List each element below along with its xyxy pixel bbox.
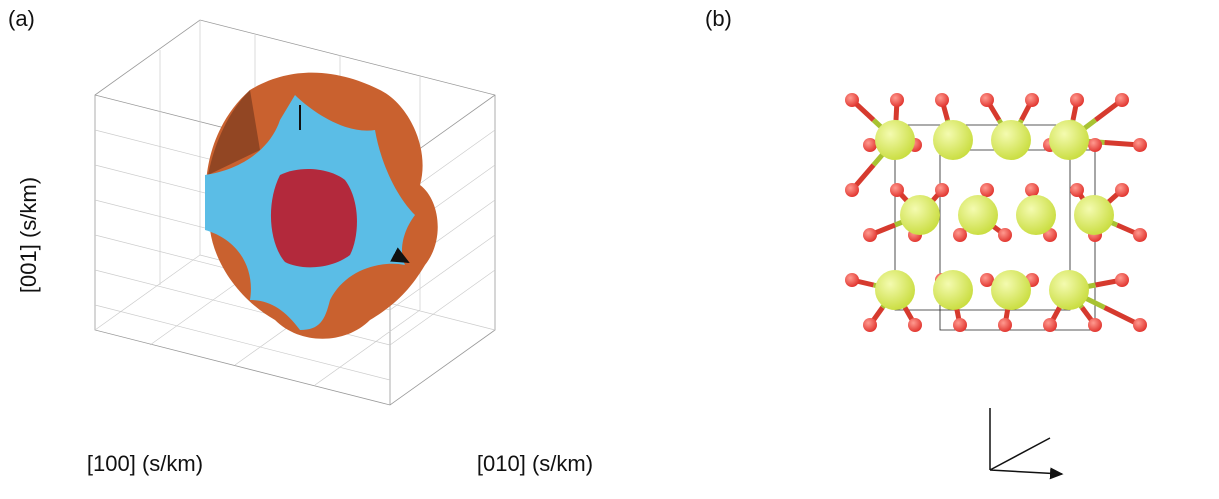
x-axis-label: [100] (s/km) xyxy=(87,451,203,476)
o-atom xyxy=(1025,93,1039,107)
o-atom xyxy=(1088,318,1102,332)
y-axis-label: [010] (s/km) xyxy=(477,451,593,476)
o-atom xyxy=(935,183,949,197)
o-atom xyxy=(1115,93,1129,107)
surfaces xyxy=(205,72,438,339)
o-atom xyxy=(1025,183,1039,197)
o-atom xyxy=(1088,138,1102,152)
o-atom xyxy=(845,183,859,197)
panel-label: (a) xyxy=(8,6,35,31)
ce-atom xyxy=(875,120,915,160)
axes-arrows xyxy=(989,408,1062,474)
ce-atom xyxy=(1016,195,1056,235)
o-atom xyxy=(998,318,1012,332)
ce-atom xyxy=(1074,195,1114,235)
ce-atom xyxy=(991,120,1031,160)
o-atom xyxy=(1133,228,1147,242)
panel-label: (b) xyxy=(705,6,732,31)
o-atom xyxy=(845,273,859,287)
o-atom xyxy=(1043,318,1057,332)
o-atom xyxy=(980,273,994,287)
o-atom xyxy=(890,93,904,107)
ce-atom xyxy=(1049,270,1089,310)
o-atom xyxy=(980,93,994,107)
o-atom xyxy=(845,93,859,107)
ce-atom xyxy=(933,270,973,310)
o-atom xyxy=(1133,318,1147,332)
o-atom xyxy=(890,183,904,197)
o-atom xyxy=(953,228,967,242)
o-atom xyxy=(908,318,922,332)
ce-atom xyxy=(933,120,973,160)
o-atom xyxy=(935,93,949,107)
crystal-structure xyxy=(845,93,1147,332)
o-atom xyxy=(863,228,877,242)
o-atom xyxy=(1070,93,1084,107)
o-atom xyxy=(1133,138,1147,152)
ce-atom xyxy=(900,195,940,235)
o-atom xyxy=(863,318,877,332)
o-atom xyxy=(998,228,1012,242)
ce-atom xyxy=(875,270,915,310)
o-atom xyxy=(863,138,877,152)
ce-atom xyxy=(958,195,998,235)
o-atom xyxy=(1115,183,1129,197)
o-atom xyxy=(953,318,967,332)
o-atom xyxy=(1070,183,1084,197)
o-atom xyxy=(980,183,994,197)
ce-atom xyxy=(991,270,1031,310)
z-axis-label: [001] (s/km) xyxy=(16,177,41,293)
o-atom xyxy=(1115,273,1129,287)
ce-atom xyxy=(1049,120,1089,160)
